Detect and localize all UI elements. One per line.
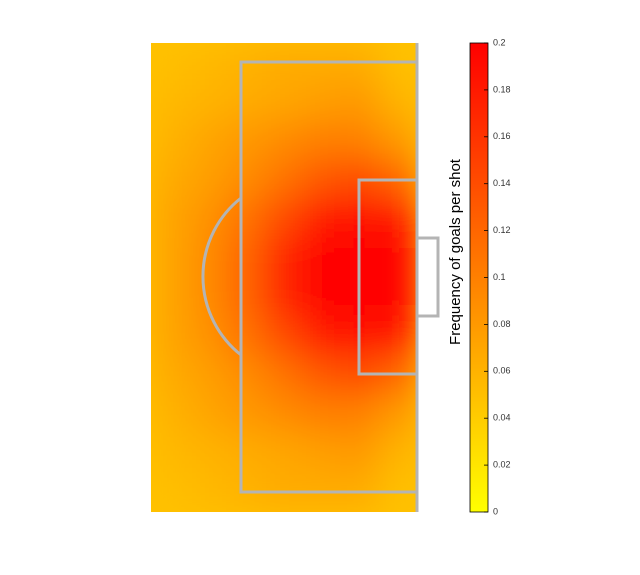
heat-cell [188,43,228,84]
heat-cell [340,432,380,474]
colorbar-tick-label: 0.04 [493,413,511,423]
heat-cell [302,237,342,279]
heat-cell [264,198,304,240]
heat-cell [188,393,228,435]
heat-cell [151,43,190,84]
heat-cell [226,315,266,357]
heat-cell [151,354,190,396]
heat-cell [151,276,190,318]
heat-cell [378,315,417,357]
colorbar-tick-label: 0.2 [493,37,506,47]
heat-cell [151,237,190,279]
heat-cell [378,237,417,279]
heat-cell [302,81,342,123]
heat-cell [226,393,266,435]
heat-cell [151,315,190,357]
heat-cell [264,354,304,396]
heat-cell [378,393,417,435]
six-yard-box [357,178,417,376]
heat-cell [302,354,342,396]
heat-cell [151,81,190,123]
heat-cell [226,276,266,318]
heat-cell [378,198,417,240]
heat-cell [226,159,266,201]
heatmap-area [151,43,417,512]
penalty-arc [201,196,242,357]
heat-cell [340,81,380,123]
colorbar-label: Frequency of goals per shot [447,158,464,345]
heat-cell [264,237,304,279]
heat-cell [302,276,342,318]
heat-cell [151,159,190,201]
heat-cell [151,198,190,240]
heatmap-cells [151,43,417,512]
heat-cell [151,393,190,435]
heat-cell [264,315,304,357]
heat-cell [264,276,304,318]
colorbar-tick-label: 0.12 [493,225,511,235]
heat-cell [302,198,342,240]
heat-cell [302,432,342,474]
colorbar-tick-label: 0.08 [493,319,511,329]
heat-cell [151,471,190,512]
colorbar-tick-label: 0.1 [493,272,506,282]
heat-cell [188,81,228,123]
heat-cell [378,432,417,474]
heat-cell [188,120,228,162]
heat-cell [302,315,342,357]
colorbar-tick-label: 0.16 [493,131,511,141]
colorbar-tick-label: 0.06 [493,366,511,376]
colorbar-tick-label: 0 [493,506,498,516]
heat-cell [188,159,228,201]
heat-cell [264,81,304,123]
heat-cell [378,81,417,123]
heat-cell [302,393,342,435]
heat-cell [226,120,266,162]
heat-cell [188,354,228,396]
heat-cell [226,237,266,279]
penalty-box [239,60,417,494]
colorbar-tick-label: 0.02 [493,459,511,469]
goal [417,236,440,318]
heat-cell [188,432,228,474]
heat-cell [264,159,304,201]
heat-cell [340,393,380,435]
heat-cell [264,393,304,435]
heat-cell [151,120,190,162]
heat-cell [226,432,266,474]
colorbar-tick-label: 0.18 [493,84,511,94]
colorbar-tick-label: 0.14 [493,178,511,188]
heat-cell [264,120,304,162]
heat-cell [302,120,342,162]
heat-cell [378,120,417,162]
heat-cell [226,354,266,396]
pitch-markings [201,43,440,512]
heat-cell [378,276,417,318]
heat-cell [226,81,266,123]
heat-cell [188,471,228,512]
heat-cell [340,120,380,162]
heat-cell [302,159,342,201]
colorbar-ticks: 0 0.02 0.04 0.06 0.08 0.1 0.12 0.14 0.16 0.18 0.2 [484,37,511,516]
heat-cell [151,432,190,474]
heat-cell [264,432,304,474]
